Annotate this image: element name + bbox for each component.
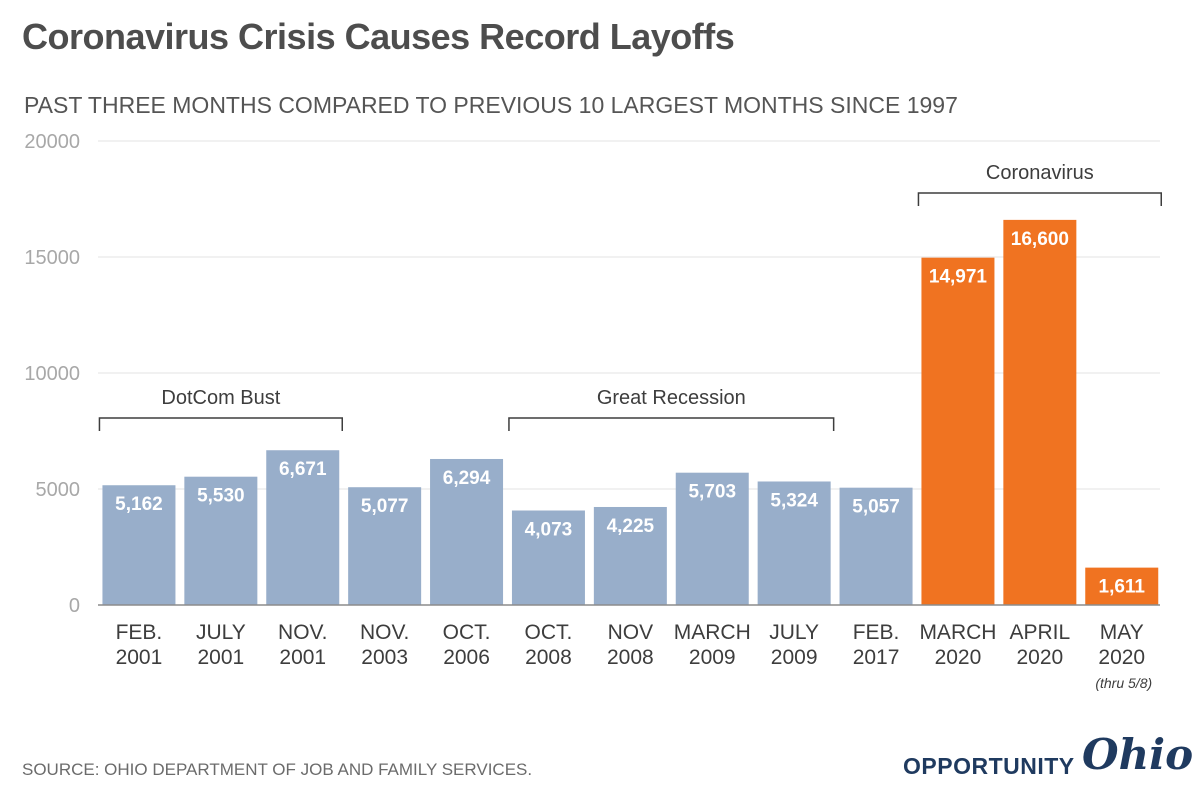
y-tick-label: 0 <box>69 595 80 617</box>
logo-script: Ohio <box>1082 730 1194 779</box>
bar <box>184 476 258 605</box>
bar <box>839 487 913 605</box>
bar-value-label: 1,611 <box>1099 577 1146 598</box>
bar-value-label: 6,671 <box>279 459 327 480</box>
x-tick-label: NOV. <box>278 621 327 644</box>
opportunity-ohio-logo: OPPORTUNITY Ohio <box>900 730 1193 786</box>
bar <box>757 481 831 605</box>
x-tick-label: FEB. <box>116 621 163 644</box>
y-tick-label: 5000 <box>36 479 81 501</box>
x-tick-label: 2020 <box>1016 646 1063 669</box>
x-tick-label: 2001 <box>279 646 326 669</box>
x-tick-label: 2020 <box>1098 646 1145 669</box>
x-tick-label: OCT. <box>443 621 491 644</box>
bar-value-label: 5,162 <box>115 494 163 515</box>
x-tick-label: 2008 <box>525 646 572 669</box>
bar-value-label: 5,530 <box>197 486 245 507</box>
x-tick-label: 2009 <box>771 646 818 669</box>
group-bracket <box>508 417 835 431</box>
x-tick-label: OCT. <box>525 621 573 644</box>
x-tick-label: JULY <box>196 621 246 644</box>
bar-value-label: 14,971 <box>929 267 988 288</box>
bar-value-label: 16,600 <box>1011 229 1069 250</box>
bar <box>511 510 585 605</box>
x-tick-label: FEB. <box>853 621 900 644</box>
x-tick-label: APRIL <box>1009 621 1070 644</box>
category-note: (thru 5/8) <box>1095 675 1152 691</box>
bar <box>675 472 749 605</box>
bar-value-label: 5,703 <box>688 482 736 503</box>
y-tick-label: 20000 <box>24 131 80 153</box>
bar <box>921 257 995 605</box>
x-tick-label: MARCH <box>919 621 996 644</box>
group-label: Great Recession <box>597 387 746 409</box>
x-tick-label: 2009 <box>689 646 736 669</box>
source-note: SOURCE: OHIO DEPARTMENT OF JOB AND FAMIL… <box>22 760 533 779</box>
bar <box>348 487 422 605</box>
group-label: Coronavirus <box>986 162 1094 184</box>
x-tick-label: 2001 <box>197 646 244 669</box>
bar-value-label: 6,294 <box>443 468 491 489</box>
x-tick-label: 2003 <box>361 646 408 669</box>
group-label: DotCom Bust <box>161 387 280 409</box>
bar-value-label: 5,324 <box>770 490 818 511</box>
x-tick-label: 2017 <box>853 646 900 669</box>
x-tick-label: NOV. <box>360 621 409 644</box>
chart-subtitle: PAST THREE MONTHS COMPARED TO PREVIOUS 1… <box>24 92 958 118</box>
bar <box>593 506 667 605</box>
y-tick-label: 10000 <box>24 363 80 385</box>
bar <box>1003 219 1077 605</box>
logo-wordmark: OPPORTUNITY <box>903 753 1075 779</box>
x-tick-label: JULY <box>769 621 819 644</box>
bar-value-label: 5,057 <box>852 497 900 518</box>
bar-value-label: 4,073 <box>525 520 573 541</box>
x-tick-label: 2006 <box>443 646 490 669</box>
x-tick-label: 2008 <box>607 646 654 669</box>
x-tick-label: MAY <box>1100 621 1144 644</box>
bar <box>430 458 504 605</box>
y-tick-label: 15000 <box>24 247 80 269</box>
bar <box>102 485 176 605</box>
group-brackets: DotCom Bust Great Recession Coronavirus <box>98 162 1162 431</box>
axes: 05000100001500020000FEB.2001JULY2001NOV.… <box>24 131 1160 691</box>
chart-title: Coronavirus Crisis Causes Record Layoffs <box>22 16 735 57</box>
bar-value-label: 5,077 <box>361 496 409 517</box>
bar <box>266 450 340 605</box>
bars: 5,162 5,530 6,671 5,077 6,294 4,073 4,225 5,703… <box>102 219 1159 605</box>
bar-value-label: 4,225 <box>607 516 655 537</box>
group-bracket <box>98 417 343 431</box>
x-tick-label: MARCH <box>674 621 751 644</box>
group-bracket <box>917 192 1162 206</box>
x-tick-label: 2001 <box>116 646 163 669</box>
x-tick-label: NOV <box>608 621 654 644</box>
bar <box>1085 567 1159 605</box>
x-tick-label: 2020 <box>935 646 982 669</box>
